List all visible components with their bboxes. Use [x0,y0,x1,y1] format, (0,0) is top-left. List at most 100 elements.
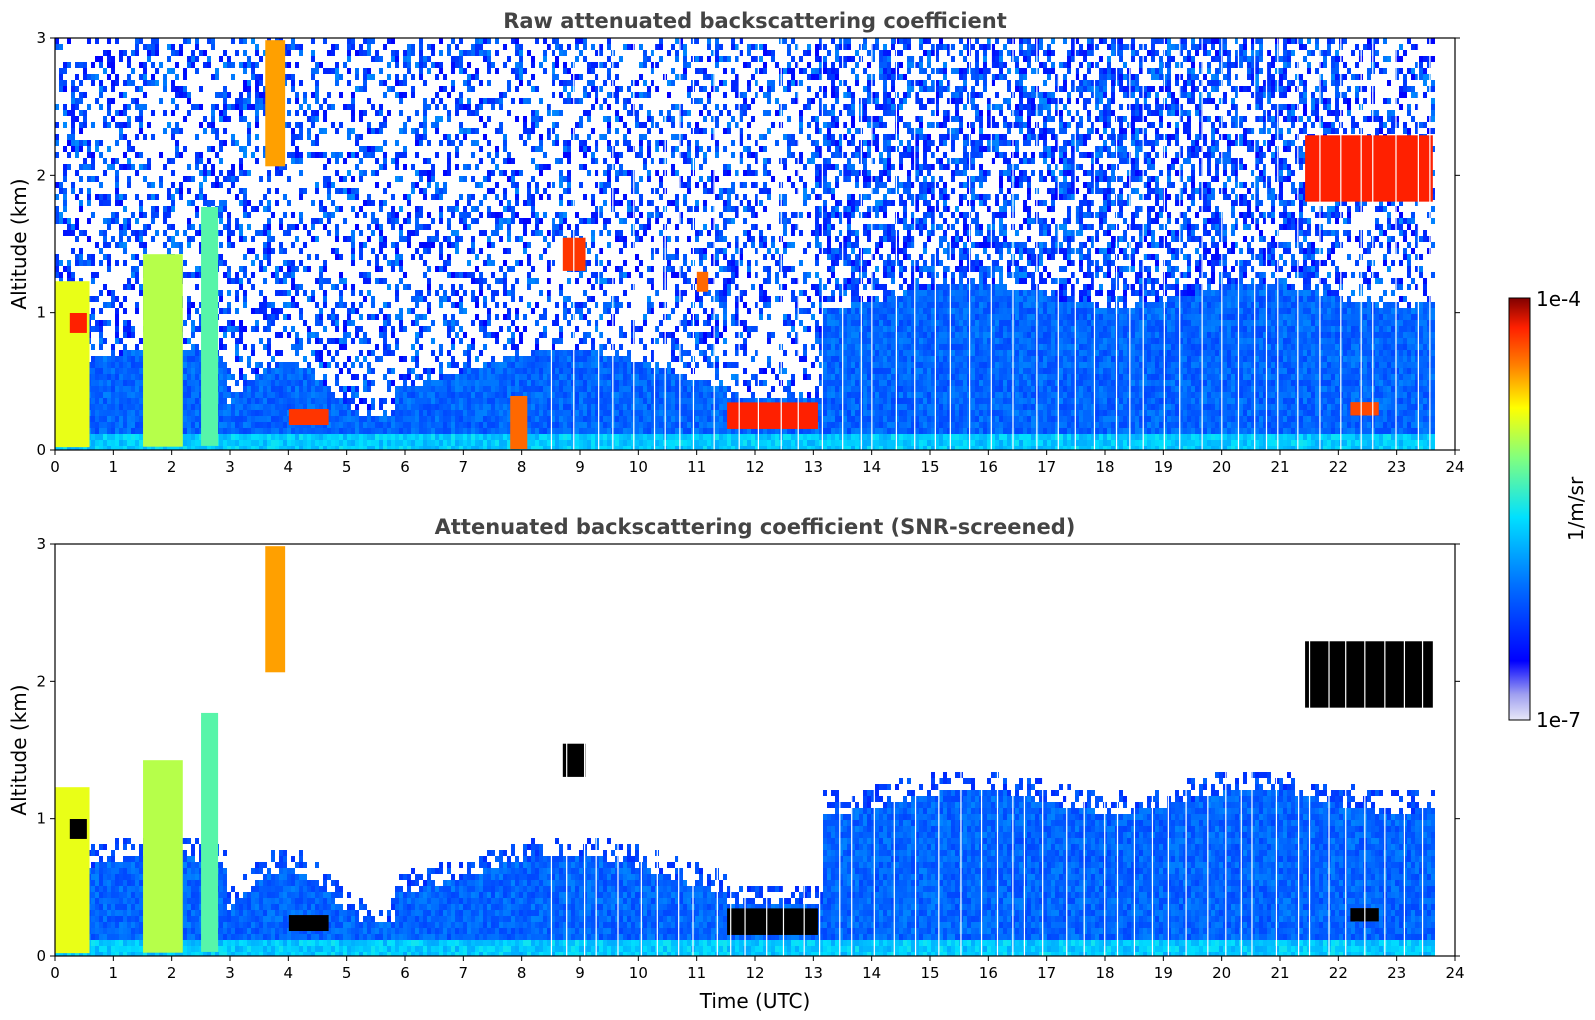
heatmap-cell [367,272,371,278]
heatmap-cell [443,380,447,386]
heatmap-cell [615,386,619,392]
heatmap-cell [247,170,251,176]
heatmap-cell [99,386,103,392]
heatmap-cell [551,374,555,380]
heatmap-cell [407,428,411,434]
heatmap-cell [407,212,411,218]
heatmap-cell [503,272,507,278]
heatmap-cell [211,44,215,50]
heatmap-cell [107,110,111,116]
heatmap-cell [627,200,631,206]
heatmap-cell [563,422,567,428]
heatmap-cell [387,434,391,440]
heatmap-cell [379,416,383,422]
heatmap-cell [175,242,179,248]
heatmap-cell [371,152,375,158]
heatmap-cell [235,218,239,224]
heatmap-cell [367,74,371,80]
heatmap-cell [567,92,571,98]
heatmap-cell [623,170,627,176]
heatmap-cell [211,110,215,116]
heatmap-cell [439,248,443,254]
heatmap-cell [359,134,363,140]
heatmap-cell [375,170,379,176]
heatmap-cell [635,110,639,116]
heatmap-cell [399,98,403,104]
heatmap-cell [239,320,243,326]
heatmap-cell [111,422,115,428]
heatmap-cell [423,62,427,68]
heatmap-cell [123,80,127,86]
heatmap-cell [567,170,571,176]
heatmap-cell [559,170,563,176]
heatmap-cell [243,296,247,302]
heatmap-cell [439,266,443,272]
heatmap-cell [451,326,455,332]
heatmap-cell [295,344,299,350]
heatmap-cell [515,44,519,50]
heatmap-cell [99,152,103,158]
heatmap-cell [595,380,599,386]
heatmap-cell [643,386,647,392]
heatmap-cell [363,74,367,80]
heatmap-cell [451,212,455,218]
heatmap-cell [483,230,487,236]
heatmap-cell [403,194,407,200]
heatmap-cell [127,434,131,440]
heatmap-cell [371,104,375,110]
heatmap-cell [627,272,631,278]
heatmap-cell [123,344,127,350]
heatmap-cell [279,224,283,230]
heatmap-cell [139,74,143,80]
heatmap-cell [559,200,563,206]
heatmap-cell [367,44,371,50]
heatmap-cell [639,140,643,146]
heatmap-cell [387,320,391,326]
heatmap-cell [307,296,311,302]
heatmap-cell [411,164,415,170]
heatmap-cell [315,320,319,326]
heatmap-cell [291,284,295,290]
heatmap-cell [379,326,383,332]
heatmap-cell [219,398,223,404]
heatmap-cell [199,368,203,374]
heatmap-cell [79,122,83,128]
heatmap-cell [195,356,199,362]
heatmap-cell [195,284,199,290]
heatmap-cell [111,446,115,450]
heatmap-cell [99,104,103,110]
heatmap-cell [451,230,455,236]
heatmap-cell [91,164,95,170]
heatmap-cell [287,440,291,446]
heatmap-cell [507,200,511,206]
heatmap-cell [427,308,431,314]
heatmap-cell [323,38,327,44]
heatmap-cell [195,56,199,62]
heatmap-cell [351,338,355,344]
heatmap-cell [307,362,311,368]
heatmap-cell [403,392,407,398]
heatmap-cell [595,146,599,152]
heatmap-cell [199,122,203,128]
heatmap-cell [535,278,539,284]
heatmap-cell [395,176,399,182]
heatmap-cell [619,440,623,446]
heatmap-cell [579,446,583,450]
heatmap-cell [191,320,195,326]
heatmap-cell [303,110,307,116]
heatmap-cell [519,56,523,62]
heatmap-cell [203,116,207,122]
heatmap-cell [255,362,259,368]
heatmap-cell [299,404,303,410]
heatmap-cell [555,302,559,308]
heatmap-cell [627,356,631,362]
heatmap-cell [299,170,303,176]
heatmap-cell [339,74,343,80]
heatmap-cell [199,446,203,450]
heatmap-cell [59,278,63,284]
heatmap-cell [239,428,243,434]
heatmap-cell [595,428,599,434]
heatmap-cell [355,134,359,140]
heatmap-cell [491,188,495,194]
heatmap-cell [227,386,231,392]
